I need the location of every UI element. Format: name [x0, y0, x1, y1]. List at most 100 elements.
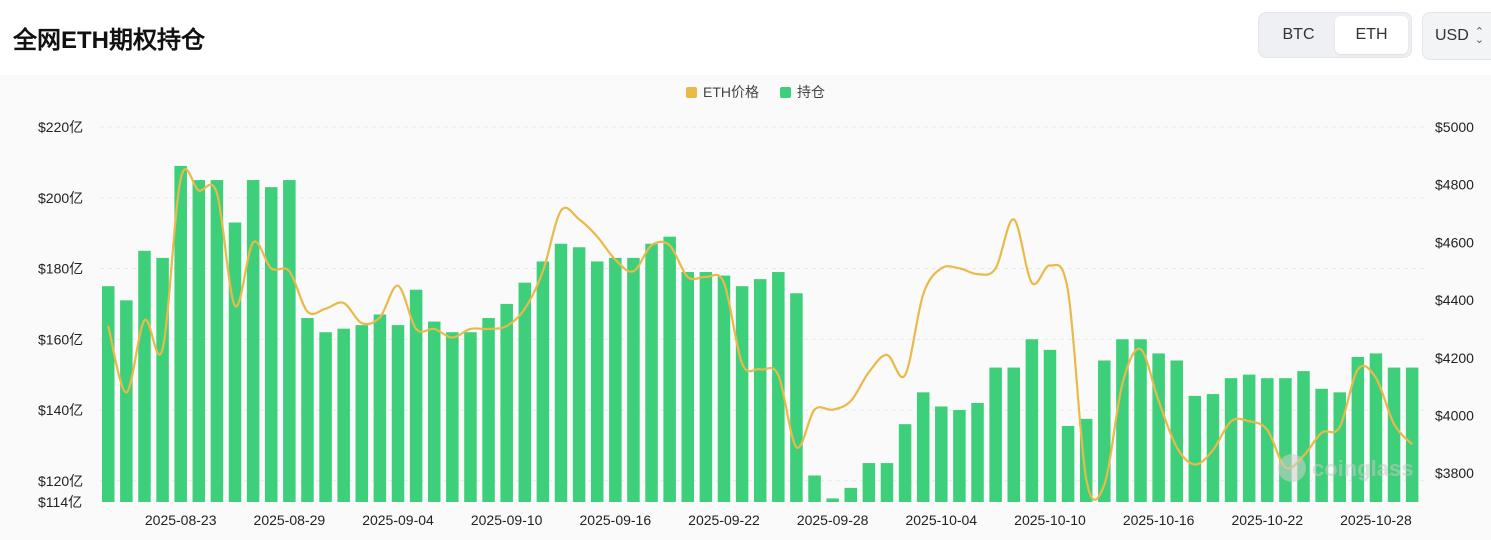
oi-bars: [102, 165, 1419, 503]
oi-bar: [627, 257, 640, 502]
oi-bar: [844, 487, 858, 502]
oi-bar: [391, 325, 405, 502]
oi-bar: [1279, 378, 1292, 502]
oi-bar: [989, 367, 1002, 502]
right-axis-tick: $4400: [1435, 292, 1474, 308]
legend-swatch-oi: [780, 87, 791, 98]
price-line: [107, 168, 1413, 501]
oi-bar: [971, 402, 984, 502]
oi-bar: [1007, 367, 1020, 502]
x-axis-tick: 2025-10-04: [905, 512, 977, 528]
right-axis-tick: $5000: [1435, 119, 1474, 135]
oi-bar: [717, 275, 731, 502]
oi-bar: [228, 222, 242, 503]
asset-toggle: BTC ETH: [1258, 12, 1412, 58]
tab-btc[interactable]: BTC: [1282, 26, 1315, 43]
oi-bar: [246, 180, 260, 502]
oi-bar: [753, 279, 767, 502]
oi-bar: [500, 303, 513, 502]
right-axis-tick: $4200: [1435, 350, 1474, 366]
oi-bar: [301, 318, 314, 502]
oi-bar: [862, 463, 876, 502]
oi-bar: [1170, 360, 1183, 502]
right-axis-tick: $4000: [1435, 407, 1474, 423]
oi-bar: [1079, 418, 1093, 502]
oi-bar: [772, 272, 785, 502]
x-axis-tick: 2025-10-22: [1231, 512, 1303, 528]
x-axis-tick: 2025-10-28: [1340, 512, 1412, 528]
oi-bar: [790, 293, 803, 502]
oi-bar: [102, 286, 115, 502]
oi-bar: [427, 321, 441, 502]
oi-bar: [645, 243, 658, 502]
oi-bar: [518, 282, 532, 502]
watermark-logo-icon: [1278, 454, 1306, 482]
oi-bar: [1188, 395, 1202, 502]
left-axis: $114亿 $120亿 $140亿 $160亿 $180亿 $200亿 $220亿: [38, 119, 83, 510]
oi-bar: [1315, 388, 1328, 502]
oi-bar: [590, 261, 604, 502]
legend: ETH价格 持仓: [686, 84, 825, 100]
oi-bar: [156, 257, 169, 502]
right-axis: $3800 $4000 $4200 $4400 $4600 $4800 $5000: [1435, 119, 1474, 481]
legend-label-oi: 持仓: [797, 84, 825, 100]
left-axis-tick: $180亿: [38, 261, 83, 277]
grid-lines: [100, 126, 1425, 482]
watermark: coinglass: [1278, 454, 1413, 482]
x-axis-tick: 2025-08-29: [254, 512, 326, 528]
legend-swatch-price: [686, 87, 697, 98]
left-axis-tick: $160亿: [38, 331, 83, 347]
oi-bar: [735, 286, 749, 502]
oi-bar: [1261, 378, 1274, 502]
left-axis-tick: $114亿: [38, 494, 82, 510]
oi-bar: [1098, 360, 1111, 502]
page-title: 全网ETH期权持仓: [13, 27, 205, 54]
oi-bar: [572, 247, 586, 502]
oi-bar: [609, 257, 622, 502]
oi-bar: [409, 289, 423, 502]
oi-bar: [210, 180, 224, 502]
oi-bar: [446, 332, 459, 502]
x-axis-tick: 2025-09-28: [797, 512, 869, 528]
oi-bar: [373, 314, 387, 502]
chart-area: $114亿 $120亿 $140亿 $160亿 $180亿 $200亿 $220亿 $380…: [0, 75, 1491, 540]
oi-bar: [1297, 371, 1310, 502]
oi-bar: [319, 332, 332, 502]
oi-bar: [1061, 425, 1075, 502]
oi-bar: [482, 318, 495, 502]
oi-bar: [1152, 353, 1165, 502]
oi-bar: [1369, 353, 1383, 502]
oi-bar: [808, 475, 821, 502]
currency-value: USD: [1435, 27, 1469, 44]
left-axis-tick: $220亿: [38, 119, 83, 135]
oi-bar: [826, 498, 839, 502]
oi-bar: [880, 463, 894, 502]
oi-bar: [1043, 349, 1057, 502]
oi-bar: [337, 328, 350, 502]
x-axis-tick: 2025-08-23: [145, 512, 217, 528]
oi-bar: [1134, 339, 1147, 502]
oi-bar: [174, 165, 187, 502]
eth-price-line: [107, 168, 1413, 501]
currency-select[interactable]: USD ⌃ ⌄: [1422, 12, 1491, 60]
x-axis-tick: 2025-09-16: [580, 512, 652, 528]
x-axis-tick: 2025-10-10: [1014, 512, 1086, 528]
oi-bar: [1116, 339, 1129, 502]
tab-eth[interactable]: ETH: [1335, 16, 1408, 54]
oi-bar: [138, 250, 151, 502]
oi-bar: [1333, 392, 1346, 502]
left-axis-tick: $200亿: [38, 190, 83, 206]
oi-bar: [1206, 394, 1220, 502]
oi-bar: [1224, 378, 1238, 502]
oi-bar: [663, 236, 676, 503]
oi-bar: [283, 180, 296, 502]
x-axis: 2025-08-23 2025-08-29 2025-09-04 2025-09-10…: [145, 512, 1412, 528]
watermark-text: coinglass: [1312, 456, 1413, 481]
right-axis-tick: $3800: [1435, 465, 1474, 481]
legend-label-price: ETH价格: [703, 84, 759, 100]
oi-bar: [264, 187, 278, 502]
left-axis-tick: $140亿: [38, 402, 83, 418]
x-axis-tick: 2025-09-22: [688, 512, 760, 528]
x-axis-tick: 2025-09-04: [362, 512, 434, 528]
oi-bar: [699, 272, 713, 502]
